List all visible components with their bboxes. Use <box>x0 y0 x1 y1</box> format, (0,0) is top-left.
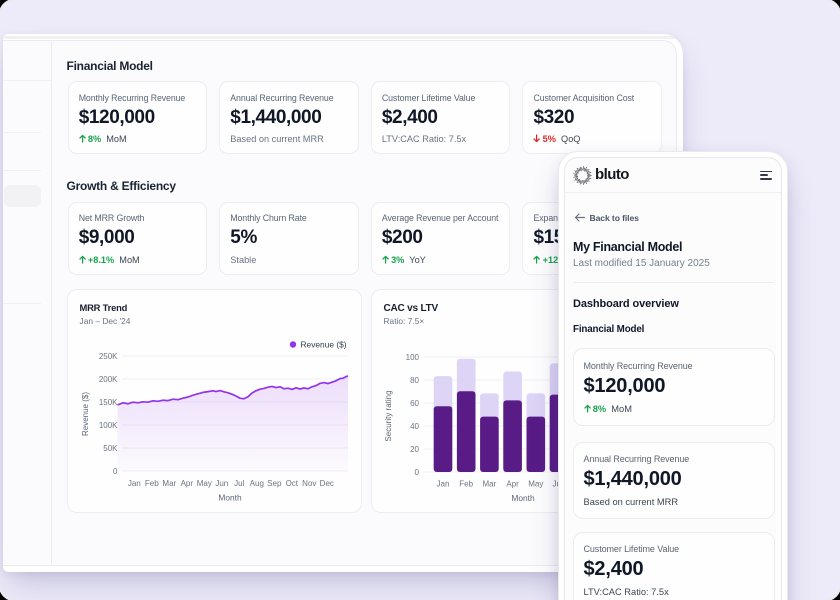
svg-text:Revenue ($): Revenue ($) <box>300 340 346 350</box>
svg-text:20: 20 <box>410 445 419 454</box>
svg-text:Month: Month <box>511 493 535 503</box>
svg-text:Jul: Jul <box>234 479 244 488</box>
svg-text:60: 60 <box>410 399 419 408</box>
svg-text:Mar: Mar <box>162 479 176 488</box>
svg-text:May: May <box>528 480 543 489</box>
svg-text:Sep: Sep <box>267 479 282 488</box>
svg-text:Dec: Dec <box>319 479 333 488</box>
svg-text:Jun: Jun <box>215 479 228 488</box>
svg-text:May: May <box>196 479 211 488</box>
svg-text:100K: 100K <box>98 421 117 430</box>
svg-text:Nov: Nov <box>302 479 316 488</box>
svg-text:200K: 200K <box>98 375 117 384</box>
svg-text:80: 80 <box>410 376 419 385</box>
svg-text:Security rating: Security rating <box>384 390 393 441</box>
svg-text:Aug: Aug <box>249 479 263 488</box>
svg-text:150K: 150K <box>98 398 117 407</box>
svg-text:40: 40 <box>410 422 419 431</box>
svg-text:Jan: Jan <box>127 479 140 488</box>
svg-text:50K: 50K <box>103 444 118 453</box>
svg-text:CAC vs LTV: CAC vs LTV <box>384 303 439 314</box>
svg-text:0: 0 <box>415 468 420 477</box>
svg-text:Apr: Apr <box>180 479 193 488</box>
svg-text:Feb: Feb <box>144 479 158 488</box>
svg-text:0: 0 <box>113 467 118 476</box>
svg-text:Jan: Jan <box>437 480 450 489</box>
svg-text:250K: 250K <box>98 352 117 361</box>
svg-text:MRR Trend: MRR Trend <box>79 302 127 313</box>
svg-text:Revenue ($): Revenue ($) <box>81 392 90 436</box>
svg-text:Ratio: 7.5×: Ratio: 7.5× <box>384 316 425 326</box>
svg-text:Jan – Dec '24: Jan – Dec '24 <box>79 316 130 326</box>
svg-text:Feb: Feb <box>459 480 473 489</box>
svg-text:Apr: Apr <box>506 480 519 489</box>
svg-text:100: 100 <box>406 353 420 362</box>
svg-text:Month: Month <box>218 493 242 503</box>
svg-text:Mar: Mar <box>483 480 497 489</box>
svg-text:Oct: Oct <box>285 479 298 488</box>
